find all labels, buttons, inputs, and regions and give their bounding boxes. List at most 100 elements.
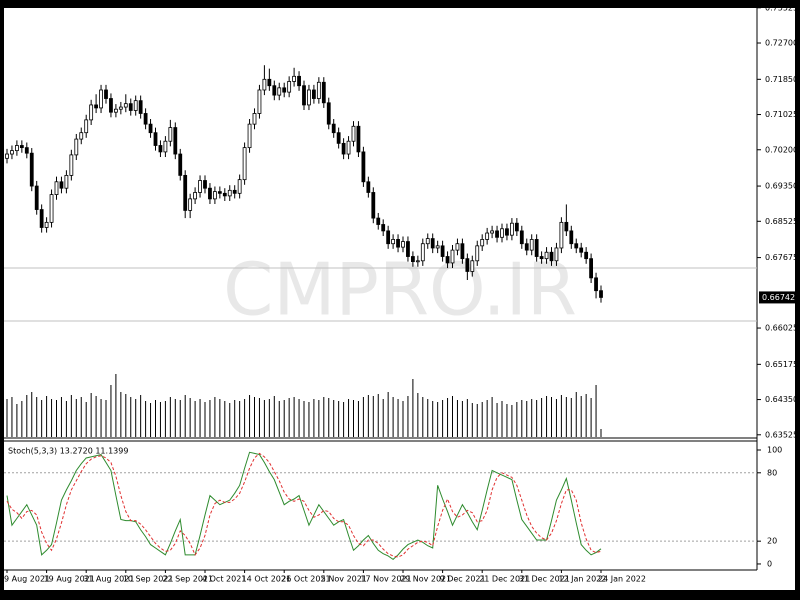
candle-body [316, 81, 321, 99]
candle-body [193, 192, 198, 200]
candle-body [84, 119, 89, 134]
candle-body [54, 181, 59, 196]
x-tick-label: 17 Nov 2021 [360, 575, 411, 584]
candle-body [237, 179, 242, 194]
candle-body [168, 127, 173, 142]
x-tick-label: 10 Sep 2021 [123, 575, 174, 584]
candle-body [69, 154, 74, 176]
candle-body [475, 245, 480, 262]
candle-body [401, 241, 405, 248]
candle-body [574, 243, 579, 249]
candle-body [445, 256, 450, 264]
candle-body [490, 230, 495, 234]
candle-body [267, 78, 272, 87]
x-tick-label: 12 Jan 2022 [558, 575, 606, 584]
candle-body [430, 238, 435, 249]
candle-body [138, 100, 143, 114]
candle-body [14, 145, 19, 152]
candle-body [59, 181, 64, 189]
candle-body [544, 251, 549, 260]
candle-body [594, 277, 598, 292]
x-tick-label: 24 Jan 2022 [598, 575, 646, 584]
x-tick-label: 9 Dec 2021 [440, 575, 486, 584]
candle-body [549, 251, 554, 262]
candle-body [282, 87, 287, 93]
candle-body [44, 221, 49, 228]
candle-body [64, 174, 69, 189]
y-tick-label: 0.70200 [765, 145, 798, 154]
y-tick-label: 0 [767, 559, 772, 568]
candle-body [485, 232, 490, 240]
candle-body [307, 89, 311, 106]
candle-body [425, 238, 430, 245]
candle-body [519, 230, 524, 245]
candle-body [114, 108, 118, 113]
y-tick-label: 20 [767, 537, 777, 546]
candle-body [480, 239, 485, 247]
candle-body [331, 123, 336, 134]
candle-body [311, 89, 316, 99]
candle-body [302, 85, 306, 106]
candle-body [356, 125, 361, 153]
candle-body [346, 140, 351, 155]
candle-body [287, 81, 292, 93]
y-tick-label: 0.67675 [765, 253, 798, 262]
candle-body [564, 221, 569, 232]
candle-body [198, 180, 202, 193]
candle-body [589, 258, 593, 279]
candle-body [326, 102, 331, 125]
candle-body [232, 189, 237, 194]
candle-body [420, 243, 425, 262]
x-tick-label: 31 Aug 2021 [83, 575, 134, 584]
y-tick-label: 80 [767, 468, 777, 477]
candle-body [242, 147, 247, 181]
candle-body [376, 217, 381, 225]
candle-body [19, 145, 24, 149]
candle-body [128, 103, 133, 111]
candle-body [559, 221, 564, 249]
candle-body [406, 241, 410, 257]
candle-body [495, 230, 499, 238]
candle-body [133, 100, 138, 111]
candle-body [396, 239, 400, 248]
candle-body [579, 247, 584, 253]
candle-body [321, 81, 326, 104]
candle-body [203, 180, 207, 189]
candle-body [524, 243, 529, 251]
candle-body [222, 192, 227, 197]
candle-body [336, 132, 341, 144]
candle-body [143, 113, 148, 125]
candle-body [94, 104, 98, 109]
candle-body [509, 222, 514, 236]
candle-body [34, 185, 39, 210]
candle-body [227, 189, 232, 197]
x-tick-label: 26 Oct 2021 [281, 575, 330, 584]
x-tick-label: 4 Oct 2021 [202, 575, 246, 584]
x-tick-label: 21 Dec 2021 [479, 575, 530, 584]
y-tick-label: 100 [767, 446, 782, 455]
candle-body [178, 153, 183, 176]
candle-body [529, 239, 534, 251]
candle-body [123, 103, 128, 108]
candle-body [351, 125, 356, 142]
candle-body [292, 75, 297, 82]
y-tick-label: 0.65175 [765, 360, 798, 369]
candle-body [440, 245, 445, 257]
candle-body [599, 290, 603, 298]
candle-body [99, 89, 103, 109]
current-price-box [759, 291, 795, 304]
x-tick-label: 29 Nov 2021 [400, 575, 451, 584]
candle-body [188, 198, 193, 211]
y-tick-label: 0.69350 [765, 182, 798, 191]
current-price-label: 0.66742 [762, 293, 795, 302]
candle-body [109, 98, 113, 113]
y-tick-label: 0.72700 [765, 39, 798, 48]
x-tick-label: 5 Nov 2021 [321, 575, 367, 584]
y-tick-label: 0.68525 [765, 217, 798, 226]
candle-body [584, 251, 589, 260]
y-tick-label: 0.71850 [765, 75, 798, 84]
candle-body [505, 228, 509, 236]
candle-body [39, 209, 44, 228]
